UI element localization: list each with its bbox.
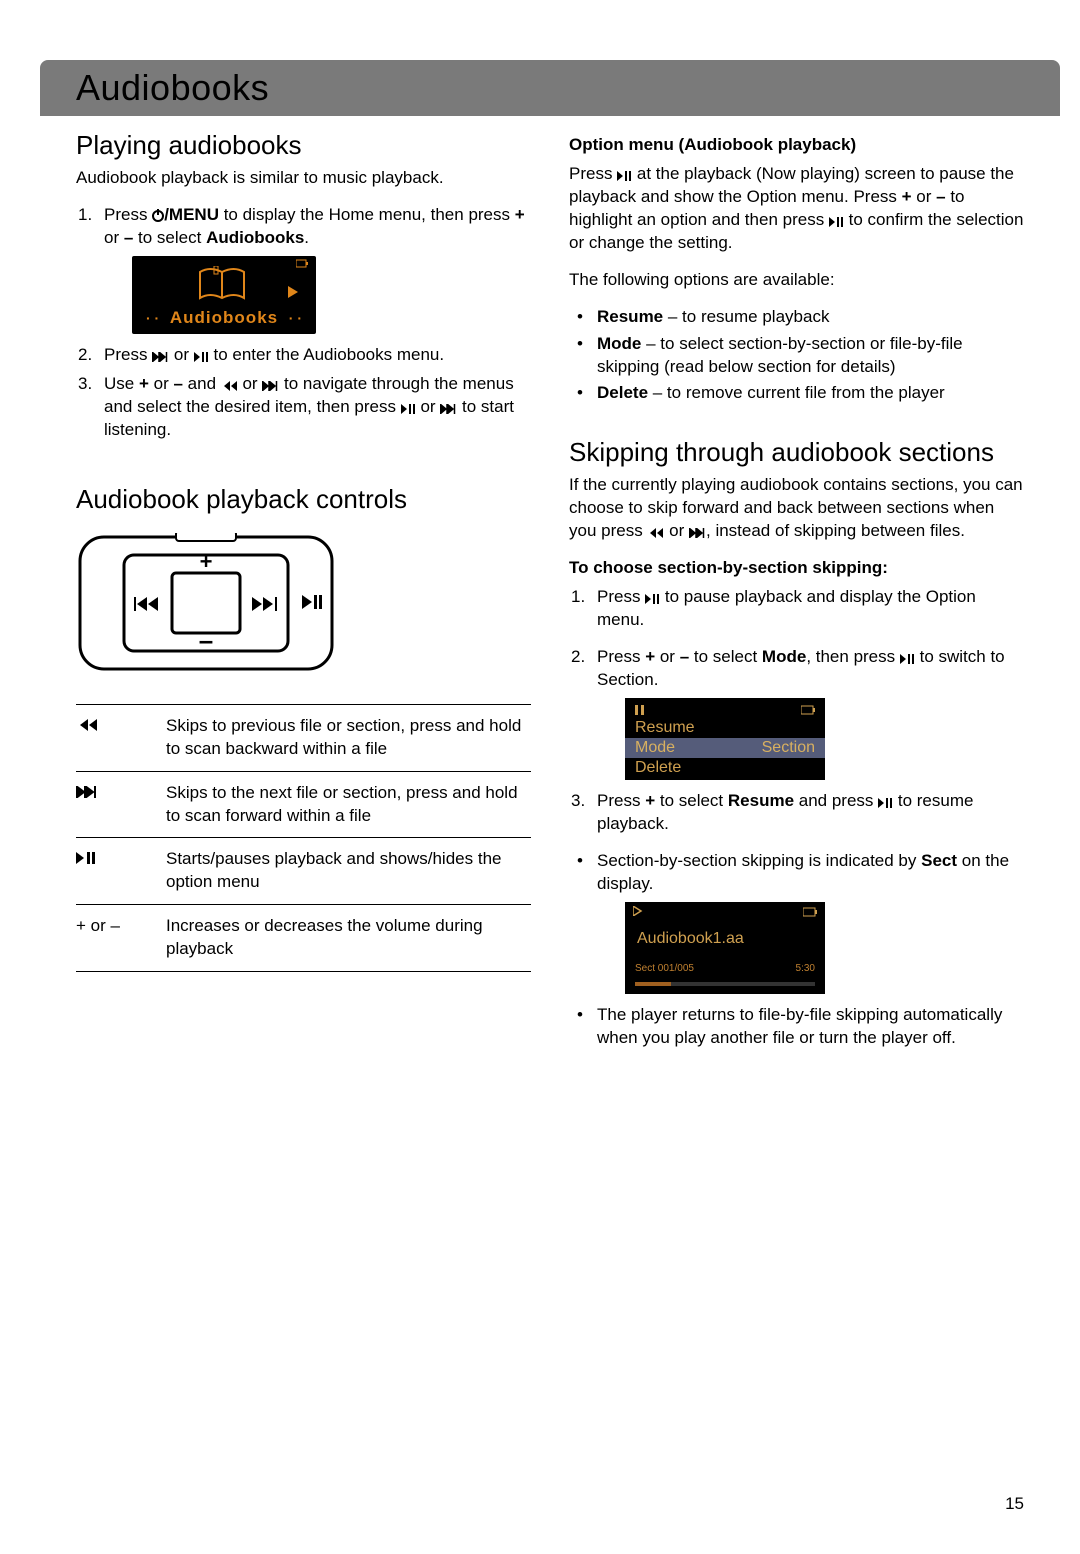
step-3: Use + or – and or to navigate through th… xyxy=(76,373,531,442)
progress-bar xyxy=(635,982,815,986)
content-columns: Playing audiobooks Audiobook playback is… xyxy=(76,128,1024,1064)
list-item: The player returns to file-by-file skipp… xyxy=(569,1004,1024,1050)
list-item: Delete – to remove current file from the… xyxy=(569,382,1024,405)
option-menu-screenshot: Resume Mode Section Delete xyxy=(625,698,825,780)
table-row: Skips to the next file or section, press… xyxy=(76,771,531,838)
playing-steps: Press /MENU to display the Home menu, th… xyxy=(76,204,531,442)
notes-list: Section-by-section skipping is indicated… xyxy=(569,850,1024,1050)
header-bar: Audiobooks xyxy=(40,60,1060,116)
intro-text: Audiobook playback is similar to music p… xyxy=(76,167,531,190)
device-diagram: + – xyxy=(76,533,336,673)
list-item: Mode – to select section-by-section or f… xyxy=(569,333,1024,379)
choose-step-2: Press + or – to select Mode, then press … xyxy=(569,646,1024,780)
skip-paragraph: If the currently playing audiobook conta… xyxy=(569,474,1024,543)
audiobooks-screen-thumbnail: · · Audiobooks · · xyxy=(132,256,316,334)
table-row: Starts/pauses playback and shows/hides t… xyxy=(76,838,531,905)
next-icon xyxy=(76,786,98,798)
svg-text:–: – xyxy=(199,625,213,655)
option-list: Resume – to resume playback Mode – to se… xyxy=(569,306,1024,406)
heading-controls: Audiobook playback controls xyxy=(76,482,531,517)
power-icon xyxy=(152,209,164,222)
playpause-icon xyxy=(76,852,96,864)
heading-option-menu: Option menu (Audiobook playback) xyxy=(569,134,1024,157)
table-row: Skips to previous file or section, press… xyxy=(76,704,531,771)
menu-resume: Resume xyxy=(635,717,695,739)
list-item: Section-by-section skipping is indicated… xyxy=(569,850,1024,994)
option-paragraph-1: Press at the playback (Now playing) scre… xyxy=(569,163,1024,255)
control-icon-cell xyxy=(76,704,166,771)
next-icon xyxy=(262,381,279,391)
playpause-icon xyxy=(401,404,416,414)
playpause-icon xyxy=(900,654,915,664)
choose-steps: Press to pause playback and display the … xyxy=(569,586,1024,836)
prev-icon xyxy=(221,381,238,391)
next-icon xyxy=(152,352,169,362)
next-icon xyxy=(689,528,706,538)
control-desc: Skips to previous file or section, press… xyxy=(166,704,531,771)
option-paragraph-2: The following options are available: xyxy=(569,269,1024,292)
choose-step-3: Press + to select Resume and press to re… xyxy=(569,790,1024,836)
heading-skipping: Skipping through audiobook sections xyxy=(569,435,1024,470)
play-arrow-icon xyxy=(288,286,298,298)
playpause-icon xyxy=(194,352,209,362)
playpause-icon xyxy=(645,594,660,604)
step-1: Press /MENU to display the Home menu, th… xyxy=(76,204,531,334)
pause-icon xyxy=(635,705,645,715)
step-2: Press or to enter the Audiobooks menu. xyxy=(76,344,531,367)
control-icon-cell xyxy=(76,771,166,838)
heading-choose: To choose section-by-section skipping: xyxy=(569,557,1024,580)
play-icon xyxy=(633,906,643,916)
left-column: Playing audiobooks Audiobook playback is… xyxy=(76,128,531,1064)
battery-icon xyxy=(296,258,310,270)
svg-text:+: + xyxy=(200,549,213,574)
control-label: + or – xyxy=(76,905,166,972)
choose-step-1: Press to pause playback and display the … xyxy=(569,586,1024,632)
np-time: 5:30 xyxy=(796,962,815,976)
page-number: 15 xyxy=(1005,1494,1024,1514)
list-item: Resume – to resume playback xyxy=(569,306,1024,329)
page-title: Audiobooks xyxy=(76,67,269,109)
menu-section: Section xyxy=(762,737,815,759)
prev-icon xyxy=(76,719,98,731)
playpause-icon xyxy=(829,217,844,227)
playpause-icon xyxy=(617,171,632,181)
control-icon-cell xyxy=(76,838,166,905)
menu-mode: Mode xyxy=(635,737,675,759)
book-icon xyxy=(194,266,250,306)
controls-table: Skips to previous file or section, press… xyxy=(76,704,531,973)
control-desc: Starts/pauses playback and shows/hides t… xyxy=(166,838,531,905)
right-column: Option menu (Audiobook playback) Press a… xyxy=(569,128,1024,1064)
now-playing-screenshot: Audiobook1.aa Sect 001/005 5:30 xyxy=(625,902,825,994)
battery-icon xyxy=(801,704,815,716)
np-section: Sect 001/005 xyxy=(635,962,694,976)
prev-icon xyxy=(647,528,664,538)
np-filename: Audiobook1.aa xyxy=(637,928,744,950)
battery-icon xyxy=(803,906,817,918)
control-desc: Increases or decreases the volume during… xyxy=(166,905,531,972)
heading-playing: Playing audiobooks xyxy=(76,128,531,163)
control-desc: Skips to the next file or section, press… xyxy=(166,771,531,838)
menu-delete: Delete xyxy=(635,757,681,779)
table-row: + or – Increases or decreases the volume… xyxy=(76,905,531,972)
playpause-icon xyxy=(878,798,893,808)
next-icon xyxy=(440,404,457,414)
